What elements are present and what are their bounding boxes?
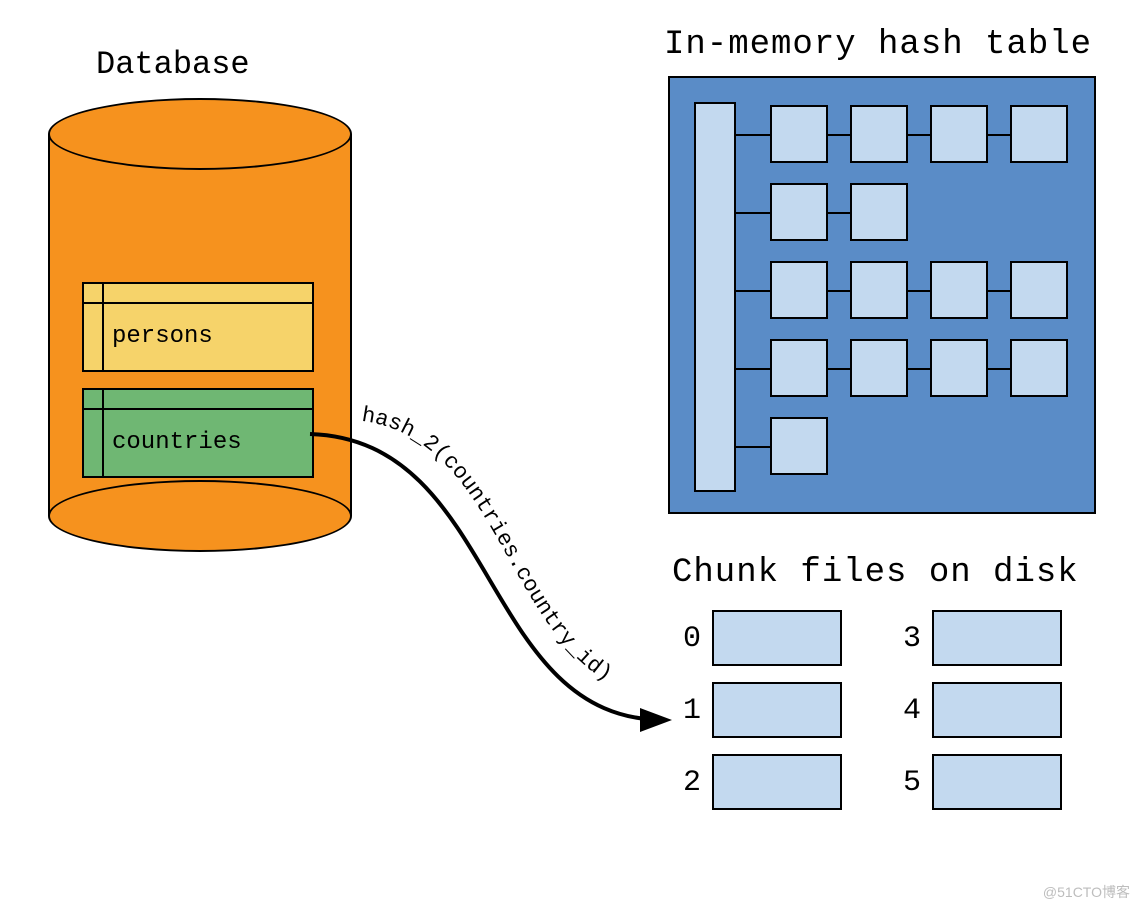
cylinder-bottom bbox=[48, 480, 352, 552]
chunk-box bbox=[712, 610, 842, 666]
database-title: Database bbox=[96, 46, 250, 83]
chunk-label: 5 bbox=[900, 766, 924, 800]
chunk-label: 1 bbox=[680, 694, 704, 728]
watermark: @51CTO博客 bbox=[1043, 882, 1130, 902]
hash-bucket bbox=[770, 261, 828, 319]
hash-bucket bbox=[770, 339, 828, 397]
hash-bucket bbox=[770, 417, 828, 475]
hash-bucket bbox=[770, 105, 828, 163]
hash-bucket bbox=[1010, 105, 1068, 163]
db-table-persons: persons bbox=[82, 282, 314, 372]
hash-bucket bbox=[930, 339, 988, 397]
hash-bucket bbox=[770, 183, 828, 241]
hash-bucket bbox=[850, 339, 908, 397]
db-table-label: countries bbox=[112, 429, 242, 456]
diagram-canvas: Database persons countries In-memory hash… bbox=[0, 0, 1148, 912]
hash-spine bbox=[694, 102, 736, 492]
hash-bucket bbox=[1010, 339, 1068, 397]
chunk-label: 2 bbox=[680, 766, 704, 800]
chunk-box bbox=[932, 610, 1062, 666]
db-table-label: persons bbox=[112, 323, 213, 350]
chunk-box bbox=[712, 754, 842, 810]
chunk-label: 4 bbox=[900, 694, 924, 728]
chunk-label: 3 bbox=[900, 622, 924, 656]
hash-bucket bbox=[850, 183, 908, 241]
hash-table-box bbox=[668, 76, 1096, 514]
hash-bucket bbox=[930, 261, 988, 319]
hash-bucket bbox=[850, 105, 908, 163]
chunk-label: 0 bbox=[680, 622, 704, 656]
cylinder-top bbox=[48, 98, 352, 170]
chunk-box bbox=[712, 682, 842, 738]
db-table-countries: countries bbox=[82, 388, 314, 478]
chunk-box bbox=[932, 754, 1062, 810]
hash-bucket bbox=[850, 261, 908, 319]
hash-table-title: In-memory hash table bbox=[664, 26, 1092, 64]
arrow-label: hash_2(countries.country_id) bbox=[360, 403, 617, 687]
hash-bucket bbox=[930, 105, 988, 163]
chunk-title: Chunk files on disk bbox=[672, 554, 1079, 592]
chunk-box bbox=[932, 682, 1062, 738]
hash-bucket bbox=[1010, 261, 1068, 319]
